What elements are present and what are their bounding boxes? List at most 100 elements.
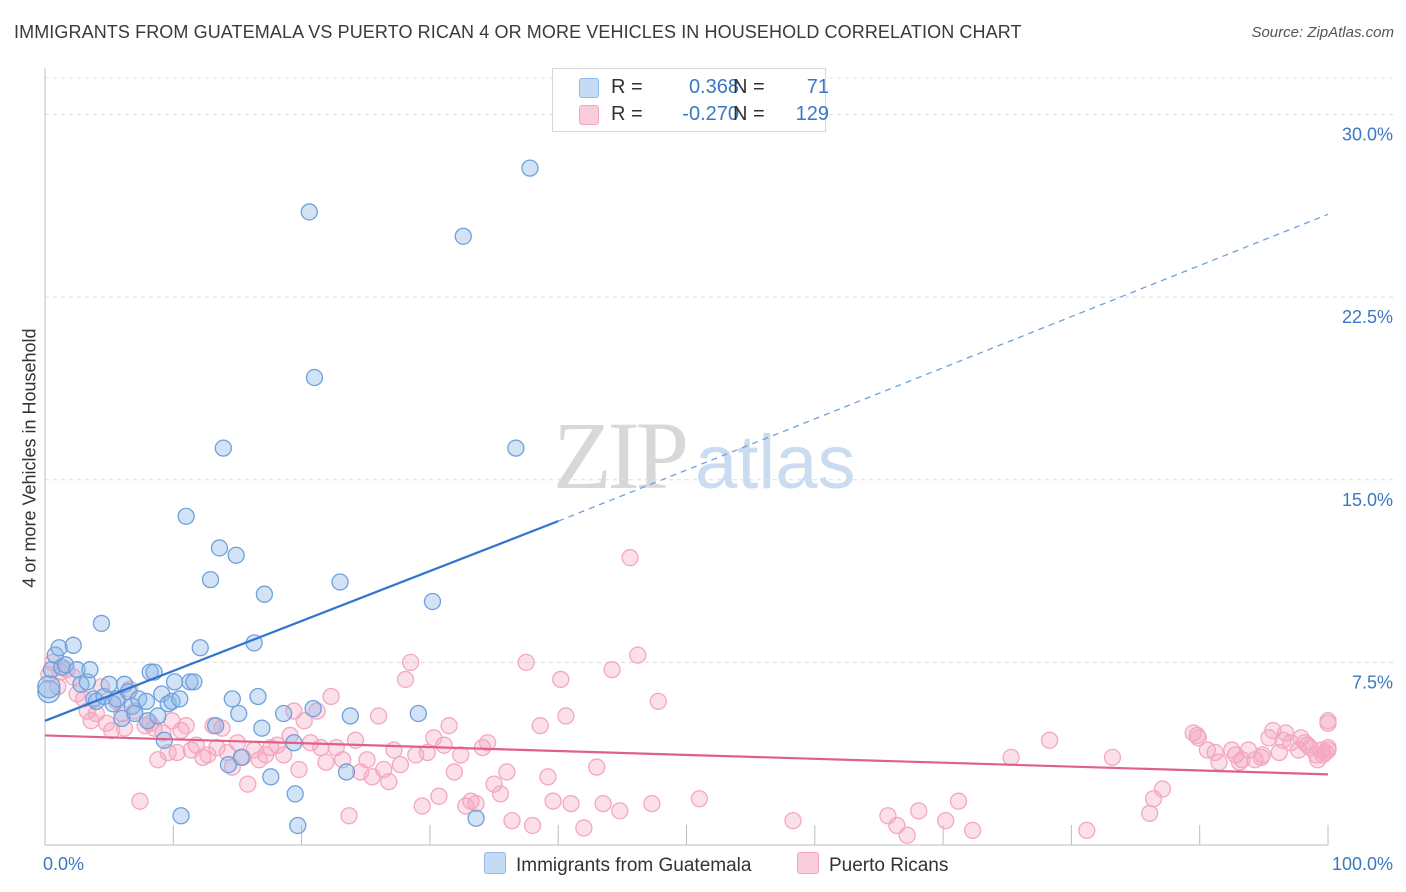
data-point-guatemala [191, 639, 209, 657]
data-point-puerto-rican [611, 802, 629, 820]
trendline-guatemala-projection [557, 213, 1329, 522]
data-point-puerto-rican [317, 753, 335, 771]
data-point-puerto-rican [1198, 741, 1217, 759]
x-tick-label: 100.0% [1332, 854, 1393, 874]
data-point-puerto-rican [937, 812, 955, 830]
data-point-puerto-rican [168, 743, 186, 762]
data-point-puerto-rican [552, 670, 570, 689]
data-point-puerto-rican [1230, 753, 1249, 771]
data-point-guatemala [300, 203, 318, 221]
data-point-puerto-rican [358, 751, 376, 769]
data-point-puerto-rican [467, 794, 485, 813]
data-point-guatemala [92, 614, 111, 633]
legend-n-value-puerto-rican: 129 [795, 103, 829, 125]
data-point-puerto-rican [49, 678, 67, 696]
data-point-guatemala [409, 704, 428, 723]
bottom-legend-swatch-guatemala [484, 852, 506, 874]
x-tick-label: 0.0% [43, 854, 84, 874]
data-point-puerto-rican [1314, 746, 1332, 764]
y-tick-label: 7.5% [1352, 672, 1393, 692]
data-point-puerto-rican [1103, 748, 1122, 766]
data-point-guatemala [227, 546, 245, 564]
data-point-puerto-rican [621, 549, 639, 567]
data-point-puerto-rican [290, 760, 308, 779]
data-point-guatemala [219, 755, 238, 774]
legend-n-value-guatemala: 71 [806, 76, 829, 98]
data-point-guatemala [214, 439, 232, 457]
data-point-puerto-rican [523, 816, 542, 835]
data-point-puerto-rican [1040, 731, 1059, 749]
data-point-puerto-rican [963, 821, 982, 840]
data-point-puerto-rican [452, 746, 470, 764]
data-point-guatemala [50, 639, 68, 657]
data-point-guatemala [232, 748, 250, 766]
y-tick-label: 15.0% [1342, 490, 1393, 510]
data-point-puerto-rican [498, 763, 516, 781]
data-point-guatemala [137, 692, 156, 710]
data-point-puerto-rican [503, 812, 521, 830]
data-point-puerto-rican [457, 797, 475, 815]
data-point-puerto-rican [649, 692, 667, 710]
data-point-puerto-rican [295, 712, 313, 730]
legend-r-label: R = [611, 103, 643, 125]
data-point-puerto-rican [517, 653, 535, 672]
data-point-guatemala [454, 227, 472, 245]
data-point-puerto-rican [177, 717, 195, 735]
data-point-puerto-rican [603, 661, 621, 679]
data-point-guatemala [507, 439, 525, 457]
data-point-guatemala [210, 539, 229, 557]
legend-r-value-guatemala: 0.368 [688, 76, 739, 98]
data-point-guatemala [253, 719, 271, 737]
legend-n-label: N = [733, 103, 765, 125]
data-point-guatemala [201, 570, 220, 589]
data-point-puerto-rican [402, 653, 420, 672]
bottom-legend-label-puerto-rican: Puerto Ricans [829, 855, 949, 876]
data-point-puerto-rican [131, 792, 149, 810]
data-point-guatemala [331, 573, 349, 591]
data-point-puerto-rican [898, 826, 916, 844]
legend-swatch-guatemala [579, 78, 599, 98]
data-point-puerto-rican [115, 719, 134, 737]
data-point-puerto-rican [445, 763, 463, 781]
data-point-guatemala [249, 687, 267, 706]
watermark-zip: ZIP [553, 402, 689, 509]
data-point-guatemala [467, 809, 485, 827]
data-point-puerto-rican [430, 787, 448, 805]
source-label: Source: ZipAtlas.com [1251, 24, 1394, 41]
data-point-puerto-rican [312, 738, 330, 757]
data-point-puerto-rican [380, 773, 398, 791]
data-point-guatemala [341, 707, 360, 725]
bottom-legend-guatemala[interactable]: Immigrants from Guatemala [484, 852, 751, 876]
bottom-legend-puerto-rican[interactable]: Puerto Ricans [797, 852, 948, 876]
y-tick-label: 22.5% [1342, 307, 1393, 327]
data-point-guatemala [262, 768, 280, 786]
data-point-guatemala [305, 368, 324, 387]
y-axis-label: 4 or more Vehicles in Household [19, 328, 40, 588]
data-point-puerto-rican [531, 717, 549, 735]
data-point-guatemala [81, 661, 99, 679]
data-point-puerto-rican [1153, 780, 1172, 798]
trendline-guatemala [44, 520, 559, 722]
data-point-puerto-rican [322, 687, 340, 706]
data-point-guatemala [149, 707, 167, 725]
data-point-puerto-rican [1189, 729, 1208, 747]
data-point-guatemala [171, 690, 189, 708]
data-point-puerto-rican [575, 819, 593, 837]
data-point-puerto-rican [485, 775, 503, 793]
legend-swatch-puerto-rican [579, 105, 599, 125]
data-point-puerto-rican [539, 768, 557, 786]
data-point-puerto-rican [385, 741, 403, 759]
data-point-guatemala [181, 673, 199, 691]
trendline-puerto-rican [44, 734, 1329, 776]
data-point-guatemala [289, 816, 307, 835]
data-point-guatemala [304, 699, 322, 718]
data-point-guatemala [177, 507, 195, 525]
data-point-puerto-rican [435, 736, 453, 754]
data-point-guatemala [64, 636, 82, 654]
data-point-puerto-rican [1319, 712, 1337, 730]
data-point-puerto-rican [544, 792, 562, 810]
data-point-puerto-rican [643, 794, 661, 813]
data-point-guatemala [37, 675, 61, 699]
data-point-guatemala [423, 592, 442, 611]
